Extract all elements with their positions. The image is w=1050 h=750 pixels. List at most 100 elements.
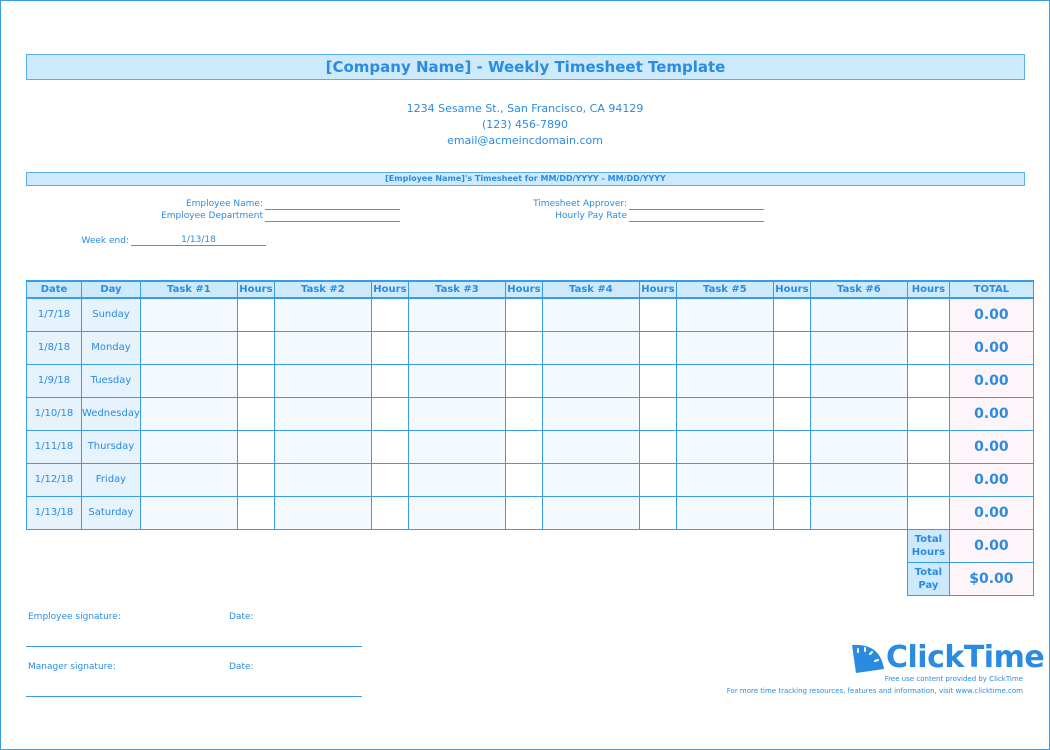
hours-4-cell[interactable] [638, 462, 677, 497]
task-6-cell[interactable] [809, 330, 908, 365]
task-4-cell[interactable] [541, 363, 640, 398]
hours-6-cell[interactable] [906, 495, 950, 530]
hours-5-cell[interactable] [772, 330, 811, 365]
task-4-cell[interactable] [541, 297, 640, 332]
hours-2-cell[interactable] [370, 462, 409, 497]
task-5-cell[interactable] [675, 330, 774, 365]
hours-2-cell[interactable] [370, 363, 409, 398]
task-4-cell[interactable] [541, 330, 640, 365]
task-3-cell[interactable] [407, 495, 506, 530]
task-2-cell[interactable] [273, 297, 372, 332]
manager-signature-line[interactable] [26, 696, 362, 697]
task-5-cell[interactable] [675, 462, 774, 497]
hours-6-cell[interactable] [906, 297, 950, 332]
hours-4-cell[interactable] [638, 396, 677, 431]
hours-4-cell[interactable] [638, 363, 677, 398]
hours-2-cell[interactable] [370, 429, 409, 464]
task-1-cell[interactable] [139, 297, 238, 332]
task-4-cell[interactable] [541, 495, 640, 530]
hours-6-cell[interactable] [906, 330, 950, 365]
task-6-cell[interactable] [809, 363, 908, 398]
hours-2-cell[interactable] [370, 330, 409, 365]
week-end-value[interactable]: 1/13/18 [181, 235, 216, 245]
task-3-cell[interactable] [407, 330, 506, 365]
row-total-cell: 0.00 [948, 297, 1034, 332]
hours-1-cell[interactable] [236, 363, 275, 398]
task-5-cell[interactable] [675, 396, 774, 431]
task-5-cell[interactable] [675, 363, 774, 398]
task-2-cell[interactable] [273, 363, 372, 398]
hours-3-cell[interactable] [504, 297, 543, 332]
hours-1-cell[interactable] [236, 396, 275, 431]
task-5-cell[interactable] [675, 297, 774, 332]
hours-3-cell[interactable] [504, 462, 543, 497]
task-3-cell[interactable] [407, 462, 506, 497]
employee-department-field[interactable] [265, 221, 400, 222]
task-2-cell[interactable] [273, 396, 372, 431]
task-6-cell[interactable] [809, 429, 908, 464]
hours-1-cell[interactable] [236, 495, 275, 530]
column-header: Task #1 [139, 280, 238, 299]
task-5-cell[interactable] [675, 495, 774, 530]
hours-3-cell[interactable] [504, 429, 543, 464]
column-header: Hours [370, 280, 409, 299]
task-5-cell[interactable] [675, 429, 774, 464]
task-1-cell[interactable] [139, 462, 238, 497]
hours-1-cell[interactable] [236, 330, 275, 365]
task-1-cell[interactable] [139, 330, 238, 365]
task-1-cell[interactable] [139, 495, 238, 530]
task-6-cell[interactable] [809, 297, 908, 332]
hours-5-cell[interactable] [772, 495, 811, 530]
total-pay-value: $0.00 [948, 561, 1034, 596]
hours-2-cell[interactable] [370, 297, 409, 332]
hours-4-cell[interactable] [638, 429, 677, 464]
hours-3-cell[interactable] [504, 396, 543, 431]
hours-6-cell[interactable] [906, 429, 950, 464]
footer-link-text[interactable]: For more time tracking resources, featur… [726, 687, 1023, 695]
hours-4-cell[interactable] [638, 330, 677, 365]
task-1-cell[interactable] [139, 396, 238, 431]
hours-4-cell[interactable] [638, 297, 677, 332]
company-phone: (123) 456-7890 [481, 118, 569, 131]
hours-5-cell[interactable] [772, 429, 811, 464]
task-6-cell[interactable] [809, 396, 908, 431]
week-end-label: Week end: [81, 236, 129, 246]
hours-6-cell[interactable] [906, 396, 950, 431]
task-3-cell[interactable] [407, 363, 506, 398]
hours-4-cell[interactable] [638, 495, 677, 530]
hours-5-cell[interactable] [772, 297, 811, 332]
hours-1-cell[interactable] [236, 462, 275, 497]
hours-2-cell[interactable] [370, 396, 409, 431]
task-1-cell[interactable] [139, 363, 238, 398]
approver-field[interactable] [629, 209, 764, 210]
column-header: Task #6 [809, 280, 908, 299]
task-4-cell[interactable] [541, 462, 640, 497]
employee-signature-line[interactable] [26, 646, 362, 647]
hours-1-cell[interactable] [236, 297, 275, 332]
hours-5-cell[interactable] [772, 363, 811, 398]
pay-rate-field[interactable] [629, 221, 764, 222]
task-2-cell[interactable] [273, 462, 372, 497]
hours-6-cell[interactable] [906, 462, 950, 497]
task-3-cell[interactable] [407, 396, 506, 431]
employee-name-field[interactable] [265, 209, 400, 210]
hours-6-cell[interactable] [906, 363, 950, 398]
hours-3-cell[interactable] [504, 495, 543, 530]
task-4-cell[interactable] [541, 396, 640, 431]
hours-5-cell[interactable] [772, 396, 811, 431]
hours-3-cell[interactable] [504, 363, 543, 398]
hours-2-cell[interactable] [370, 495, 409, 530]
task-2-cell[interactable] [273, 495, 372, 530]
task-4-cell[interactable] [541, 429, 640, 464]
task-6-cell[interactable] [809, 462, 908, 497]
task-1-cell[interactable] [139, 429, 238, 464]
task-2-cell[interactable] [273, 330, 372, 365]
hours-1-cell[interactable] [236, 429, 275, 464]
task-2-cell[interactable] [273, 429, 372, 464]
employee-signature-label: Employee signature: [28, 612, 121, 622]
task-6-cell[interactable] [809, 495, 908, 530]
task-3-cell[interactable] [407, 297, 506, 332]
hours-3-cell[interactable] [504, 330, 543, 365]
hours-5-cell[interactable] [772, 462, 811, 497]
task-3-cell[interactable] [407, 429, 506, 464]
